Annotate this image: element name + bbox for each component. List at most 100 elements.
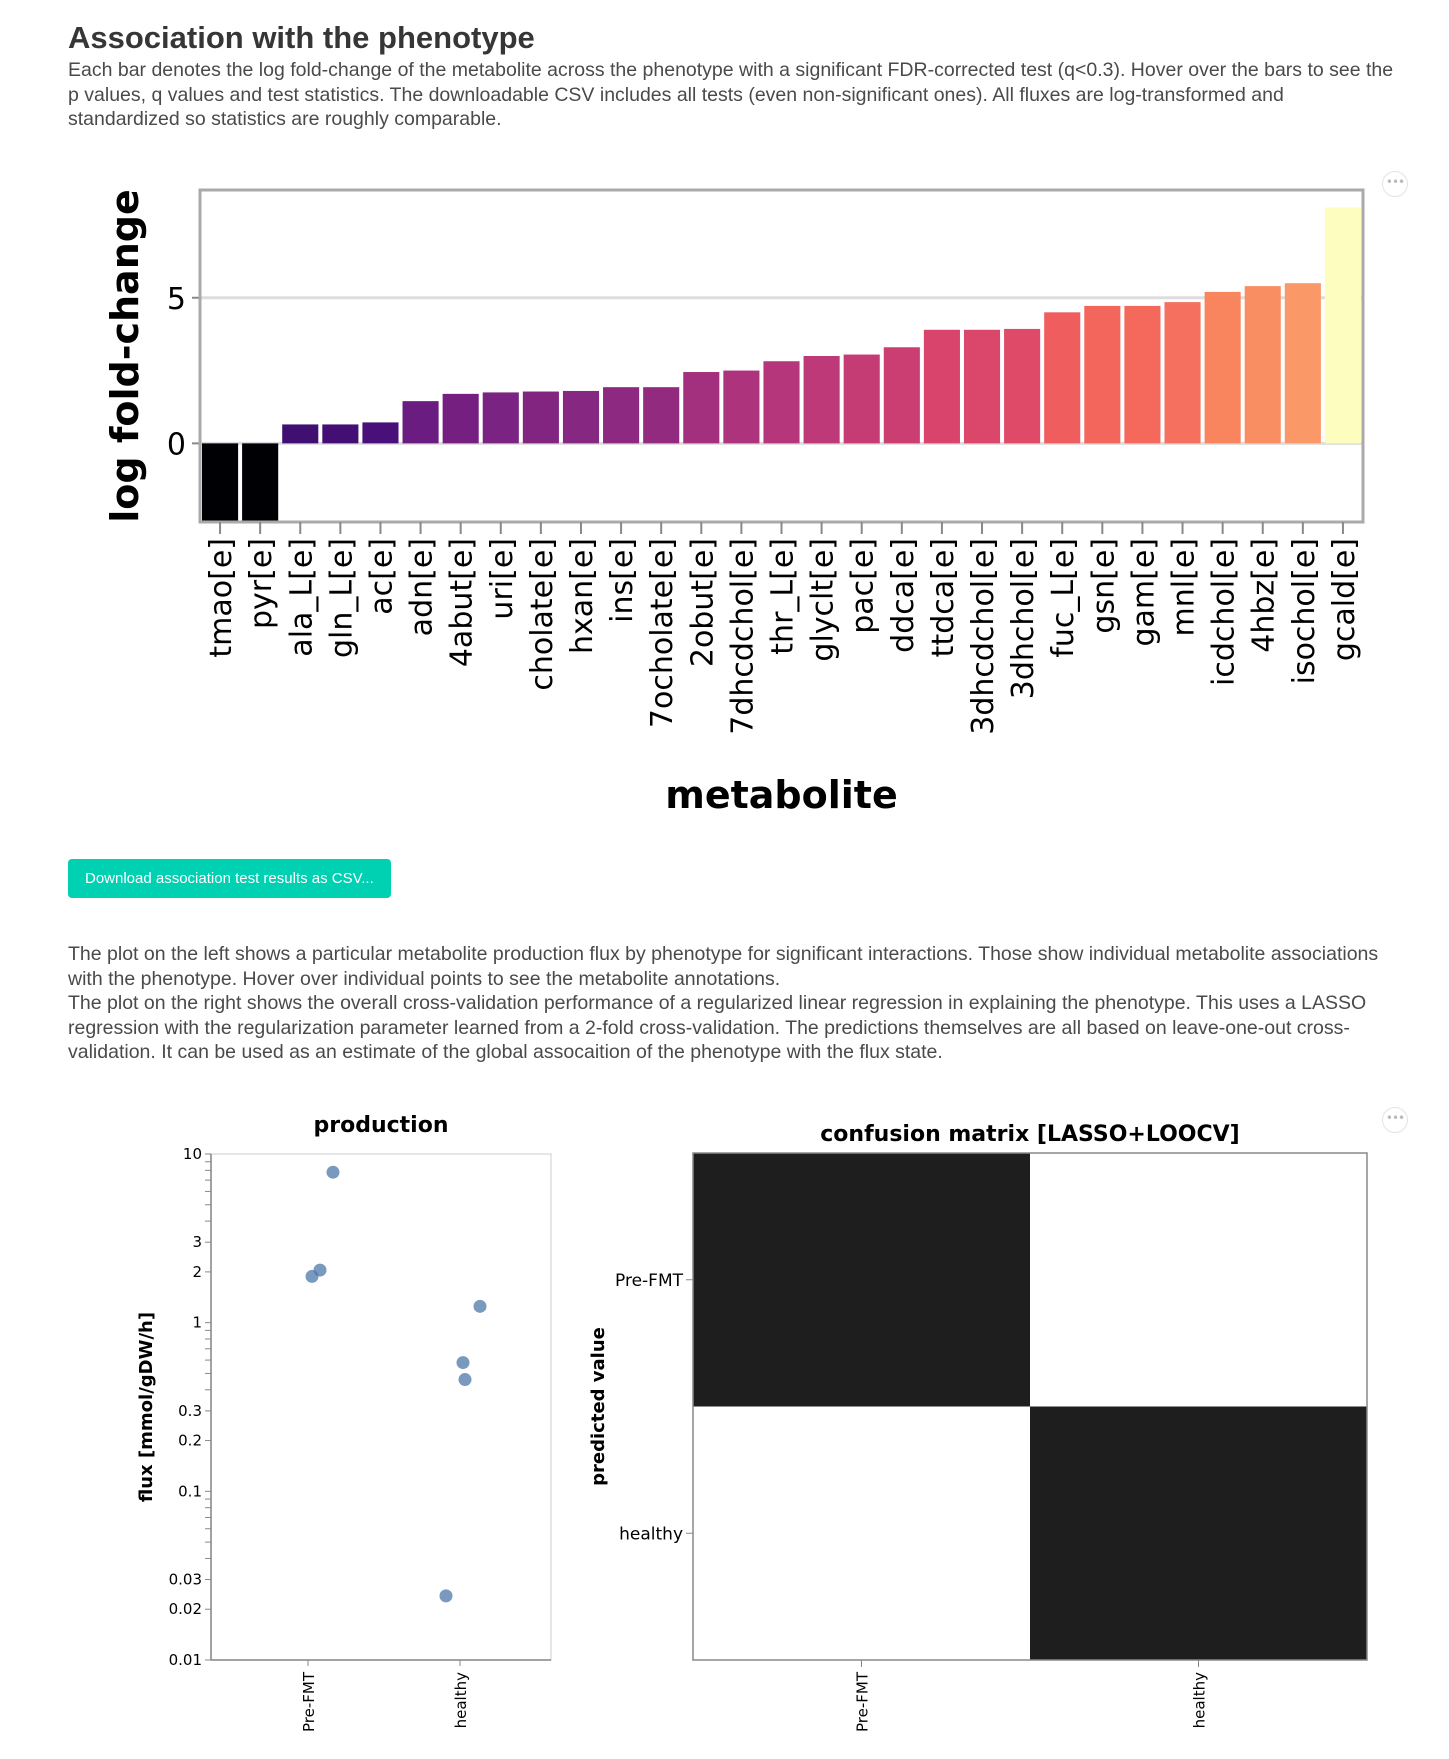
- y-tick-label: 0.3: [178, 1402, 202, 1420]
- matrix-cell: [693, 1153, 1030, 1407]
- x-tick-label: ddca[e]: [886, 538, 921, 653]
- bar: [1244, 286, 1281, 444]
- ellipsis-icon[interactable]: •••: [1382, 171, 1408, 197]
- data-point: [458, 1373, 472, 1387]
- bar: [723, 370, 760, 444]
- bar: [202, 443, 239, 522]
- y-tick-label: 10: [183, 1145, 202, 1163]
- x-tick-label: Pre-FMT: [300, 1671, 318, 1732]
- data-point: [439, 1589, 453, 1603]
- y-tick-label: healthy: [619, 1524, 683, 1544]
- x-tick-label: ac[e]: [364, 538, 399, 615]
- bar: [322, 424, 359, 444]
- x-tick-label: healthy: [452, 1672, 470, 1728]
- bar: [362, 422, 399, 444]
- x-tick-label: ala_L[e]: [284, 538, 319, 657]
- bar: [242, 443, 279, 522]
- data-point: [456, 1356, 470, 1370]
- y-axis-title: flux [mmol/gDW/h]: [136, 1312, 157, 1502]
- bar: [1204, 291, 1241, 444]
- ellipsis-icon[interactable]: •••: [1382, 1107, 1408, 1133]
- bar: [562, 390, 600, 444]
- bar: [1164, 302, 1201, 444]
- x-tick-label: uri[e]: [485, 538, 520, 620]
- data-point: [326, 1165, 340, 1179]
- matrix-cell: [1030, 1406, 1367, 1660]
- production-scatter-plot: production 0.01 0.02 0.03 0.1 0.2 0.3 1 2 3 10 Pre-…: [136, 1113, 552, 1732]
- y-tick-label: 1: [192, 1314, 202, 1332]
- bar: [883, 347, 920, 444]
- bar: [442, 393, 479, 444]
- x-axis-title: metabolite: [665, 773, 897, 817]
- y-tick-label: 2: [192, 1263, 202, 1281]
- y-axis-title: predicted value: [588, 1327, 609, 1486]
- x-tick-label: Pre-FMT: [854, 1671, 872, 1732]
- matrix-cell: [693, 1406, 1030, 1660]
- bar: [1124, 305, 1161, 444]
- bar: [643, 387, 680, 444]
- y-tick-label: 0.03: [169, 1571, 202, 1589]
- x-tick-label: 3dhcdchol[e]: [966, 538, 1001, 735]
- bar: [803, 356, 840, 444]
- chart-title: confusion matrix [LASSO+LOOCV]: [820, 1122, 1239, 1147]
- x-tick-label: gsn[e]: [1086, 538, 1121, 634]
- bar: [683, 372, 720, 444]
- chart-title: production: [314, 1113, 449, 1138]
- plot-frame: [692, 1152, 1368, 1661]
- bar: [522, 391, 559, 444]
- bar: [763, 361, 800, 444]
- x-tick-label: gln_L[e]: [324, 538, 359, 658]
- y-tick-label: Pre-FMT: [615, 1271, 684, 1291]
- x-tick-label: icdchol[e]: [1207, 538, 1242, 686]
- bar: [603, 387, 640, 444]
- x-tick-label: tmao[e]: [204, 538, 239, 658]
- x-tick-label: pac[e]: [846, 538, 881, 634]
- section-description: Each bar denotes the log fold-change of …: [68, 59, 1394, 130]
- x-tick-label: fuc_L[e]: [1046, 538, 1081, 658]
- bar: [963, 329, 1001, 444]
- x-tick-label: 4hbz[e]: [1247, 538, 1282, 653]
- plot-frame: [210, 1153, 552, 1661]
- section-title: Association with the phenotype: [68, 20, 535, 55]
- bar: [1324, 207, 1361, 444]
- bar: [282, 424, 319, 444]
- y-axis-title: log fold-change: [103, 189, 147, 522]
- x-tick-label: 3dhchol[e]: [1006, 538, 1041, 699]
- x-tick-label: isochol[e]: [1287, 538, 1322, 684]
- plot-description-left: The plot on the left shows a particular …: [68, 943, 1379, 990]
- y-tick-label: 5: [167, 282, 186, 317]
- plot-description-right: The plot on the right shows the overall …: [68, 992, 1367, 1063]
- matrix-cell: [1030, 1153, 1367, 1407]
- x-tick-label: 4abut[e]: [445, 538, 480, 667]
- x-tick-label: ins[e]: [605, 538, 640, 623]
- y-tick-label: 0.2: [178, 1432, 202, 1450]
- x-tick-label: 7ocholate[e]: [645, 538, 680, 728]
- bar: [1044, 312, 1081, 444]
- x-tick-label: 2obut[e]: [685, 538, 720, 667]
- x-tick-label: pyr[e]: [244, 538, 279, 629]
- y-tick-label: 3: [192, 1233, 202, 1251]
- x-tick-label: adn[e]: [405, 538, 440, 636]
- y-tick-label: 0.01: [169, 1651, 202, 1669]
- x-tick-label: thr_L[e]: [766, 538, 801, 655]
- x-tick-label: mnl[e]: [1167, 538, 1202, 636]
- x-tick-label: gcald[e]: [1327, 538, 1362, 661]
- bar: [843, 354, 880, 444]
- download-csv-button[interactable]: Download association test results as CSV…: [68, 859, 391, 898]
- bar: [1284, 283, 1321, 444]
- fold-change-bar-chart: 0 5 tmao[e] pyr[e] ala_L[e] gln_L[e] ac[e] adn[…: [103, 188, 1365, 817]
- y-tick-label: 0: [167, 427, 186, 462]
- x-tick-label: ttdca[e]: [926, 538, 961, 657]
- bar: [923, 329, 960, 444]
- x-tick-label: hxan[e]: [565, 538, 600, 654]
- bar: [1004, 328, 1041, 444]
- bar: [402, 401, 439, 444]
- x-tick-label: glyclt[e]: [806, 538, 841, 662]
- x-tick-label: healthy: [1191, 1672, 1209, 1728]
- bar: [482, 392, 519, 444]
- data-point: [305, 1269, 319, 1283]
- data-point: [473, 1299, 487, 1313]
- x-tick-label: cholate[e]: [525, 538, 560, 691]
- bar: [1084, 305, 1121, 444]
- y-tick-label: 0.1: [178, 1482, 202, 1500]
